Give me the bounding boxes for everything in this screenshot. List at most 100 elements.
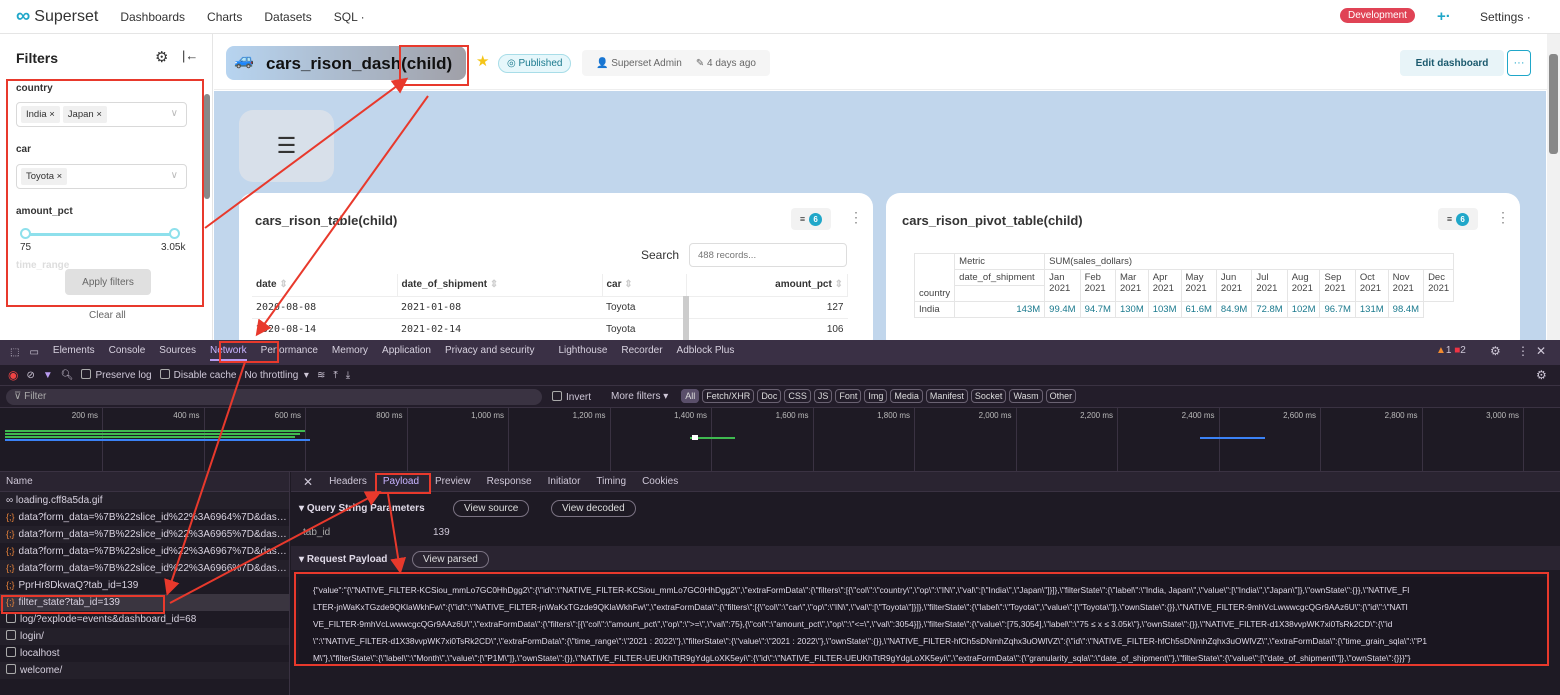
amount-slider-track[interactable] <box>25 233 175 236</box>
detail-tab-preview[interactable]: Preview <box>435 476 471 487</box>
request-row[interactable]: welcome/ <box>0 662 289 679</box>
request-row[interactable]: {;} data?form_data=%7B%22slice_id%22%3A69… <box>0 509 289 526</box>
devtools-tab-network[interactable]: Network <box>209 345 247 361</box>
request-row[interactable]: {;} data?form_data=%7B%22slice_id%22%3A69… <box>0 526 289 543</box>
detail-tab-response[interactable]: Response <box>486 476 532 487</box>
type-filter-js[interactable]: JS <box>813 389 833 403</box>
network-filter-input[interactable]: ⊽ Filter <box>6 388 542 405</box>
table-search-input[interactable] <box>689 243 847 267</box>
request-row[interactable]: {;} data?form_data=%7B%22slice_id%22%3A69… <box>0 543 289 560</box>
type-filter-manifest[interactable]: Manifest <box>925 389 968 403</box>
export-icon[interactable]: ⤓ <box>345 369 351 381</box>
col-header-amount-pct[interactable]: amount_pct ⇕ <box>686 274 848 297</box>
car-filter-select[interactable]: Toyota × ∨ <box>16 164 187 189</box>
more-options-button[interactable]: ··· <box>1507 50 1531 76</box>
preserve-log-checkbox[interactable]: Preserve log <box>81 369 152 381</box>
request-payload-section[interactable]: ▾ Request Payload <box>299 554 388 565</box>
request-row[interactable]: {;} PprHr8DkwaQ?tab_id=139 <box>0 577 289 594</box>
search-icon[interactable]: 🔍︎ <box>60 369 74 381</box>
clear-all-button[interactable]: Clear all <box>89 310 126 321</box>
superset-logo[interactable]: ∞ Superset <box>16 5 98 28</box>
devtools-more-icon[interactable]: ⋮ <box>1517 344 1529 358</box>
devtools-tab-sources[interactable]: Sources <box>159 344 196 356</box>
type-filter-doc[interactable]: Doc <box>757 389 782 403</box>
request-row[interactable]: {;} data?form_data=%7B%22slice_id%22%3A69… <box>0 560 289 577</box>
detail-tab-initiator[interactable]: Initiator <box>547 476 581 487</box>
devtools-tab-elements[interactable]: Elements <box>52 344 95 356</box>
hamburger-menu-icon[interactable]: ☰ <box>239 110 334 182</box>
nav-sql[interactable]: SQL · <box>333 9 365 24</box>
chart-menu-icon[interactable]: ⋮ <box>849 209 863 225</box>
gear-icon[interactable]: ⚙ <box>155 49 169 66</box>
devtools-settings-icon[interactable]: ⚙ <box>1490 344 1501 358</box>
import-icon[interactable]: ⤒ <box>333 369 338 381</box>
network-settings-icon[interactable]: ⚙ <box>1536 368 1547 382</box>
nav-dashboards[interactable]: Dashboards <box>120 9 186 24</box>
type-filter-other[interactable]: Other <box>1045 389 1077 403</box>
detail-tab-cookies[interactable]: Cookies <box>642 476 679 487</box>
filter-scrollbar[interactable] <box>204 94 210 199</box>
view-source-button[interactable]: View source <box>453 500 530 517</box>
clear-icon[interactable]: ⊘ <box>26 369 35 381</box>
request-row[interactable]: ∞ loading.cff8a5da.gif <box>0 492 289 509</box>
filter-indicator[interactable]: ≡ 6 <box>1438 208 1478 230</box>
filter-indicator[interactable]: ≡ 6 <box>791 208 831 230</box>
devtools-tab-recorder[interactable]: Recorder <box>621 344 663 356</box>
nav-charts[interactable]: Charts <box>207 9 243 24</box>
close-icon[interactable]: ✕ <box>1536 344 1547 358</box>
collapse-icon[interactable]: |← <box>182 48 199 63</box>
device-toolbar-icon[interactable]: ▭ <box>29 347 39 358</box>
star-icon[interactable]: ★ <box>476 53 490 70</box>
col-header-car[interactable]: car ⇕ <box>602 274 687 297</box>
settings-menu[interactable]: Settings · <box>1480 10 1531 24</box>
detail-tab-headers[interactable]: Headers <box>329 476 367 487</box>
chart-menu-icon[interactable]: ⋮ <box>1496 209 1510 225</box>
disable-cache-checkbox[interactable]: Disable cache <box>159 369 236 381</box>
devtools-tab-memory[interactable]: Memory <box>331 344 369 356</box>
request-row[interactable]: log/?explode=events&dashboard_id=68 <box>0 611 289 628</box>
query-string-section[interactable]: ▾ Query String Parameters <box>299 503 425 514</box>
request-row[interactable]: {;} filter_state?tab_id=139 <box>0 594 289 611</box>
country-filter-select[interactable]: India × Japan × ∨ <box>16 102 187 127</box>
dashboard-title[interactable]: cars_rison_dash(child) <box>266 54 453 73</box>
type-filter-all[interactable]: All <box>681 389 700 403</box>
status-badge[interactable]: ◎ Published <box>498 54 572 73</box>
nav-datasets[interactable]: Datasets <box>264 9 312 24</box>
more-filters-dropdown[interactable]: More filters ▾ <box>611 391 669 402</box>
slider-min-handle[interactable] <box>20 228 31 239</box>
page-scrollbar[interactable] <box>1547 34 1560 340</box>
slider-max-handle[interactable] <box>169 228 180 239</box>
detail-tab-timing[interactable]: Timing <box>596 476 627 487</box>
devtools-tab-adblock-plus[interactable]: Adblock Plus <box>676 344 735 356</box>
name-column-header[interactable]: Name <box>0 472 289 492</box>
type-filter-css[interactable]: CSS <box>784 389 811 403</box>
edit-dashboard-button[interactable]: Edit dashboard <box>1400 50 1504 76</box>
devtools-tab-console[interactable]: Console <box>108 344 146 356</box>
add-new-button[interactable]: +· <box>1437 8 1451 25</box>
col-header-date-of-shipment[interactable]: date_of_shipment ⇕ <box>397 274 603 297</box>
detail-tab-payload[interactable]: Payload <box>382 476 420 487</box>
network-conditions-icon[interactable]: ≋ <box>316 369 326 381</box>
type-filter-wasm[interactable]: Wasm <box>1009 389 1043 403</box>
type-filter-font[interactable]: Font <box>835 389 862 403</box>
devtools-tab-privacy-and-security[interactable]: Privacy and security <box>444 344 535 356</box>
issues-counter[interactable]: ▲1 ■2 <box>1436 345 1466 356</box>
type-filter-media[interactable]: Media <box>890 389 923 403</box>
col-header-date[interactable]: date ⇕ <box>252 274 398 297</box>
devtools-tab-application[interactable]: Application <box>382 344 431 356</box>
throttling-select[interactable]: No throttling ▾ <box>244 369 309 381</box>
type-filter-socket[interactable]: Socket <box>970 389 1007 403</box>
inspect-icon[interactable]: ⬚ <box>10 347 20 358</box>
network-timeline[interactable]: 200 ms 400 ms 600 ms 800 ms 1,000 ms 1,200 ms… <box>0 408 1560 472</box>
request-row[interactable]: localhost <box>0 645 289 662</box>
devtools-tab-performance[interactable]: Performance <box>260 344 318 356</box>
filter-icon[interactable]: ▼ <box>42 369 53 381</box>
view-parsed-button[interactable]: View parsed <box>412 551 489 568</box>
apply-filters-button[interactable]: Apply filters <box>65 269 151 295</box>
invert-checkbox[interactable]: Invert <box>552 390 591 403</box>
close-icon[interactable]: ✕ <box>303 474 314 489</box>
view-decoded-button[interactable]: View decoded <box>551 500 636 517</box>
request-row[interactable]: login/ <box>0 628 289 645</box>
record-icon[interactable]: ◉ <box>8 368 19 382</box>
type-filter-fetch-xhr[interactable]: Fetch/XHR <box>702 389 755 403</box>
